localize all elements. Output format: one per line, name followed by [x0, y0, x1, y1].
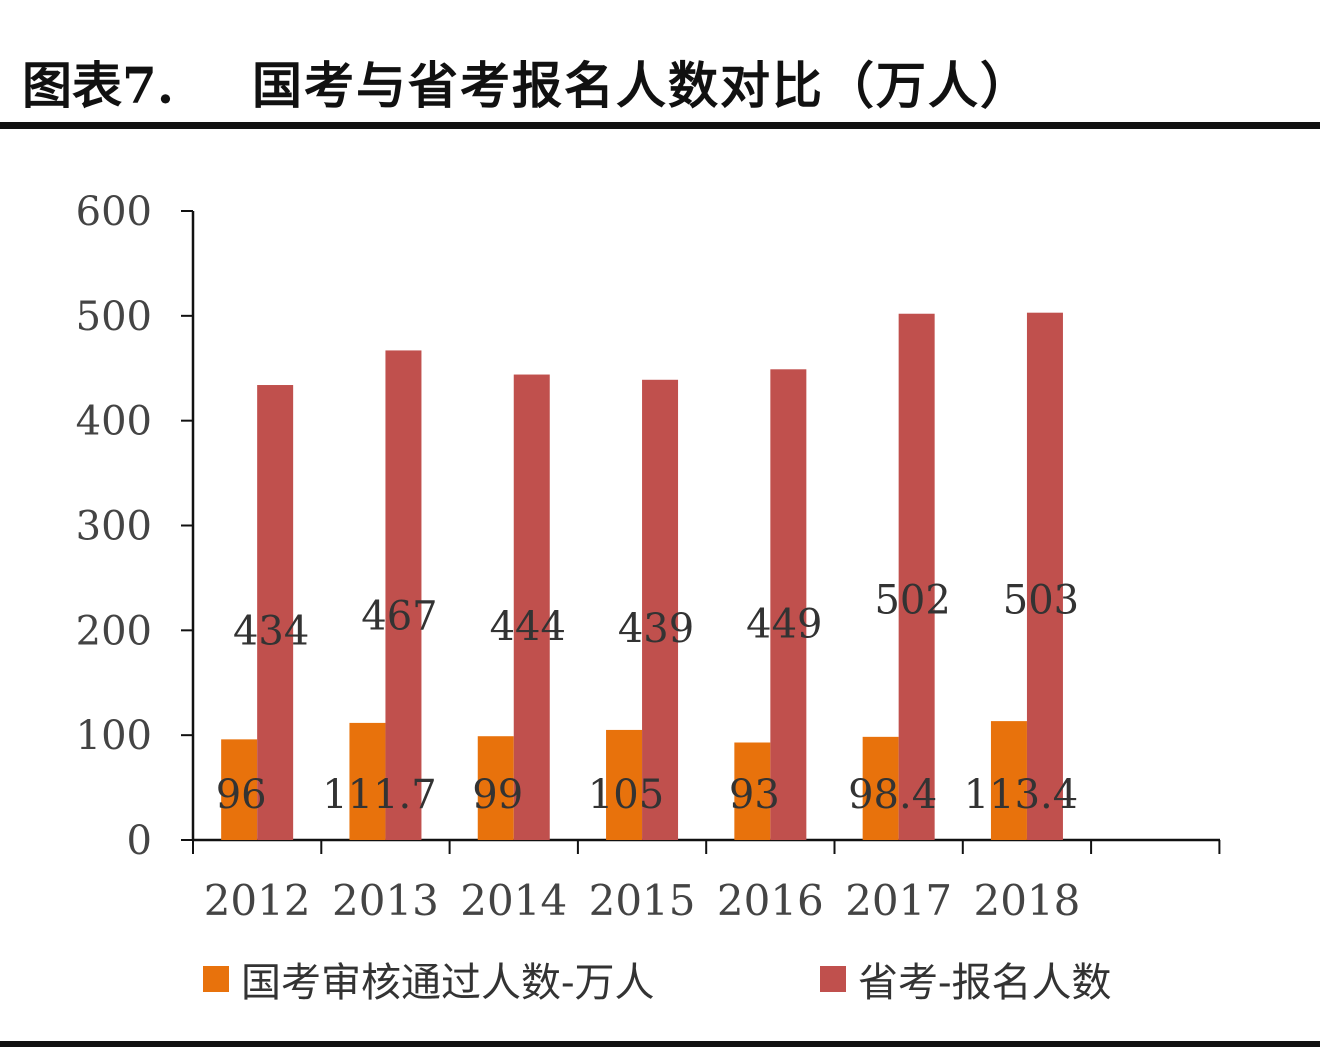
x-tick-label: 2013 — [332, 876, 439, 925]
legend-label-provincial: 省考-报名人数 — [858, 960, 1112, 1006]
data-label-provincial: 449 — [746, 602, 822, 648]
bar-national — [477, 736, 514, 840]
legend-swatch-provincial — [820, 966, 846, 992]
bottom-rule — [0, 1041, 1320, 1047]
y-tick-label: 100 — [76, 713, 152, 759]
x-tick-label: 2014 — [460, 876, 567, 925]
y-tick-label: 200 — [76, 608, 152, 654]
chart-legend: 国考审核通过人数-万人 省考-报名人数 — [0, 950, 1320, 1006]
y-tick-label: 400 — [76, 399, 152, 445]
data-label-provincial: 434 — [233, 608, 309, 654]
bar-provincial — [898, 313, 935, 840]
bar-national — [606, 729, 643, 840]
x-tick-label: 2016 — [717, 876, 824, 925]
bar-chart: 0 100 200 300 400 500 600 96 434 2012 111.7 467 2013… — [76, 189, 1221, 925]
data-label-provincial: 467 — [361, 593, 437, 639]
data-label-provincial: 502 — [874, 578, 950, 624]
data-label-provincial: 439 — [618, 606, 694, 652]
bar-national — [221, 739, 258, 840]
data-label-national: 98.4 — [848, 772, 937, 818]
data-label-national: 96 — [216, 772, 267, 818]
data-label-national: 93 — [729, 772, 780, 818]
legend-label-national: 国考审核通过人数-万人 — [241, 960, 655, 1006]
bar-provincial — [1026, 312, 1063, 840]
top-rule — [0, 122, 1320, 129]
y-tick-label: 600 — [76, 189, 152, 235]
x-tick-label: 2017 — [845, 876, 952, 925]
x-tick-label: 2012 — [204, 876, 311, 925]
chart-title: 国考与省考报名人数对比（万人） — [252, 56, 1032, 115]
bar-national — [734, 742, 771, 840]
data-label-national: 99 — [472, 772, 523, 818]
bar-provincial — [513, 374, 550, 840]
data-label-national: 113.4 — [964, 772, 1079, 818]
data-label-national: 105 — [588, 772, 664, 818]
x-tick-label: 2015 — [589, 876, 696, 925]
y-tick-label: 0 — [127, 818, 152, 864]
figure-label: 图表7. — [22, 56, 175, 115]
bar-provincial — [257, 385, 294, 840]
data-label-national: 111.7 — [322, 772, 437, 818]
bar-national — [990, 721, 1027, 840]
bar-national — [862, 736, 899, 840]
bar-provincial — [770, 369, 807, 840]
x-tick-label: 2018 — [974, 876, 1081, 925]
legend-swatch-national — [203, 966, 229, 992]
bar-provincial — [642, 379, 679, 840]
data-label-provincial: 503 — [1003, 577, 1079, 623]
legend-item-provincial: 省考-报名人数 — [820, 950, 1112, 1008]
y-tick-label: 500 — [76, 294, 152, 340]
legend-item-national: 国考审核通过人数-万人 — [203, 950, 655, 1008]
data-label-provincial: 444 — [490, 604, 566, 650]
bar-provincial — [385, 350, 422, 840]
bar-national — [349, 722, 386, 840]
chart-header: 图表7. 国考与省考报名人数对比（万人） — [0, 0, 1320, 120]
y-tick-label: 300 — [76, 504, 152, 550]
